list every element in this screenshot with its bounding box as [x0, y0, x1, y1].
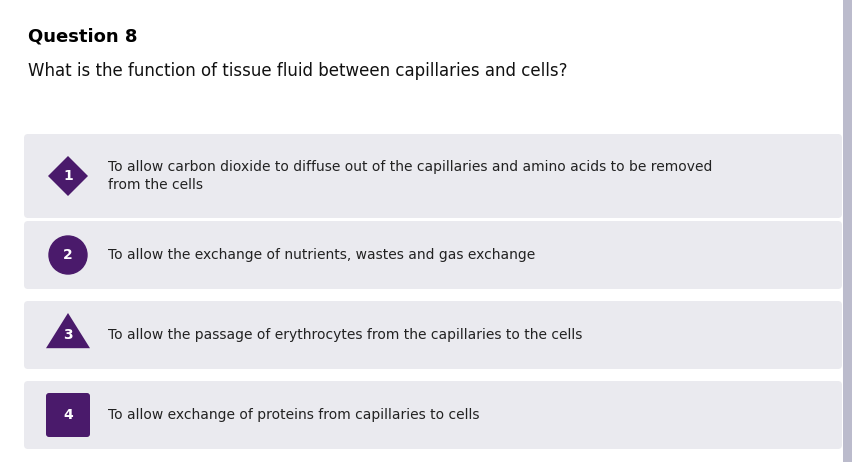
Text: To allow the exchange of nutrients, wastes and gas exchange: To allow the exchange of nutrients, wast… [108, 248, 535, 262]
FancyBboxPatch shape [843, 0, 852, 462]
FancyBboxPatch shape [24, 381, 842, 449]
Polygon shape [46, 313, 90, 348]
FancyBboxPatch shape [24, 301, 842, 369]
Text: What is the function of tissue fluid between capillaries and cells?: What is the function of tissue fluid bet… [28, 62, 567, 80]
Text: To allow exchange of proteins from capillaries to cells: To allow exchange of proteins from capil… [108, 408, 480, 422]
FancyBboxPatch shape [24, 221, 842, 289]
Text: 2: 2 [63, 248, 73, 262]
FancyBboxPatch shape [24, 134, 842, 218]
Polygon shape [48, 156, 88, 196]
Text: 3: 3 [63, 328, 72, 342]
FancyBboxPatch shape [46, 393, 90, 437]
Circle shape [49, 236, 87, 274]
Text: 1: 1 [63, 169, 73, 183]
Text: 4: 4 [63, 408, 73, 422]
Text: Question 8: Question 8 [28, 28, 137, 46]
Text: To allow carbon dioxide to diffuse out of the capillaries and amino acids to be : To allow carbon dioxide to diffuse out o… [108, 160, 712, 192]
Text: To allow the passage of erythrocytes from the capillaries to the cells: To allow the passage of erythrocytes fro… [108, 328, 583, 342]
